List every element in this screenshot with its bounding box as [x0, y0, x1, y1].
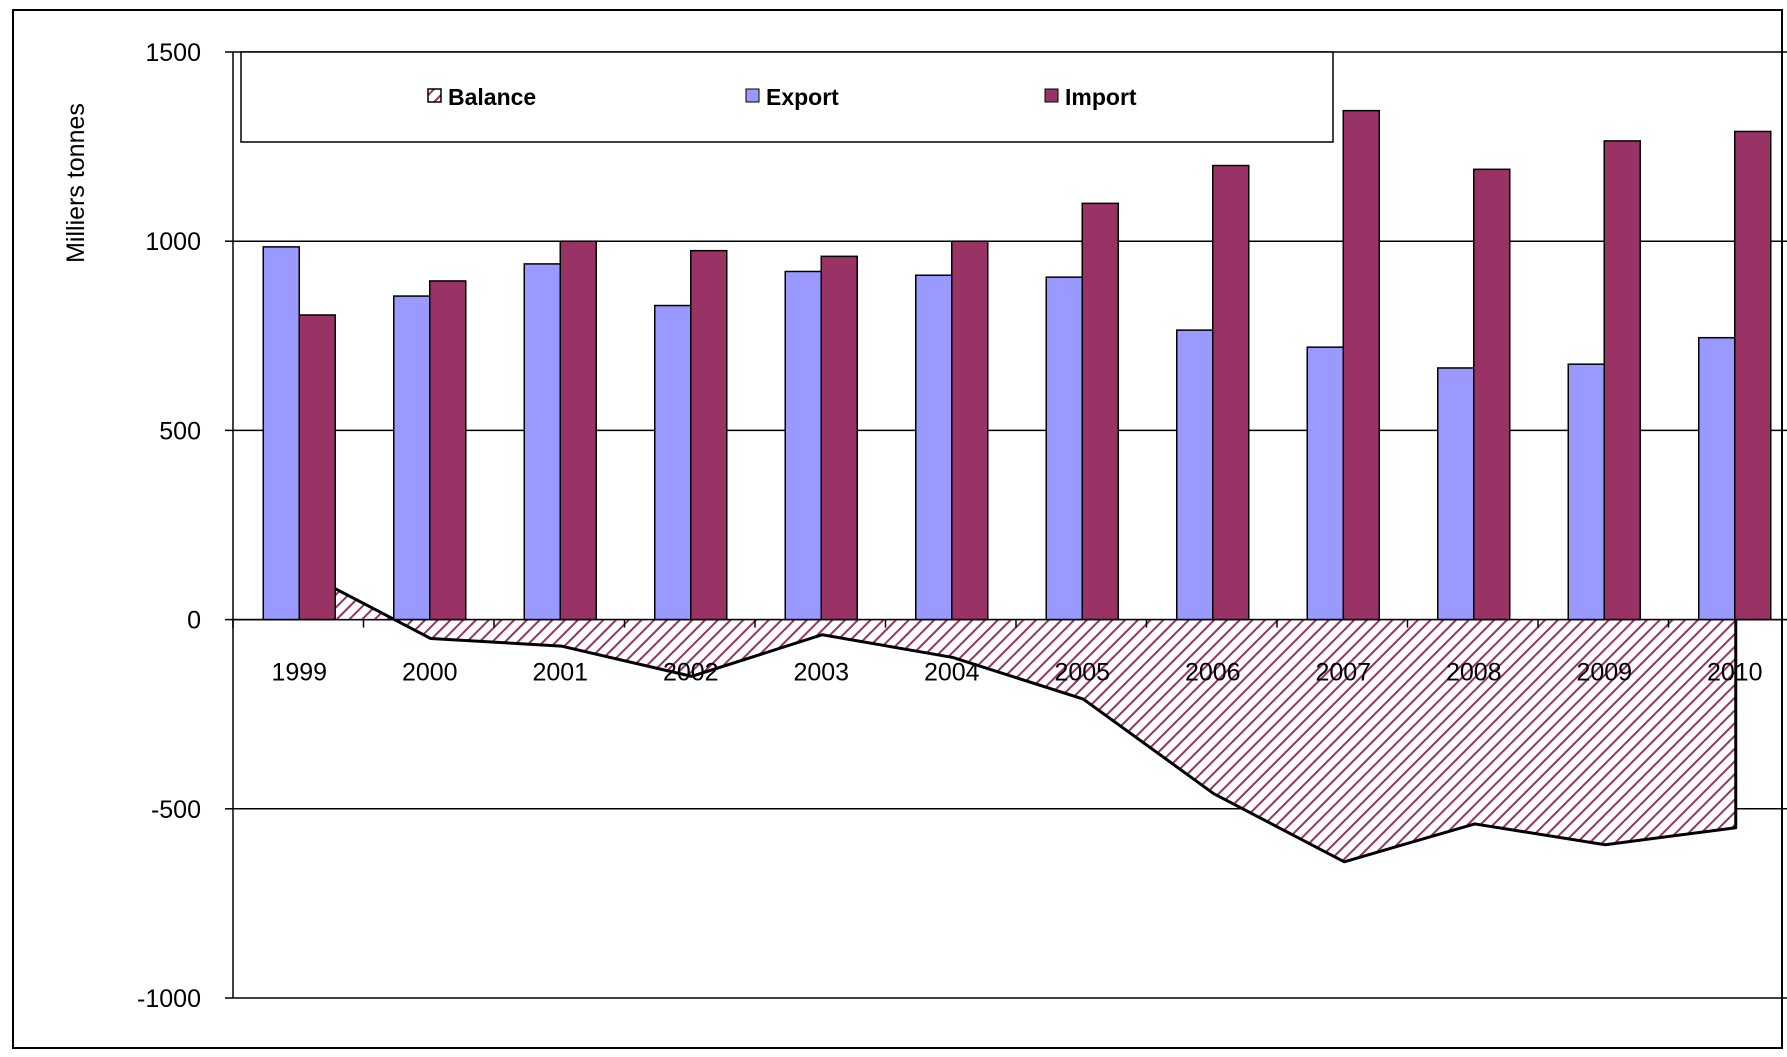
import-bar [1342, 109, 1380, 621]
x-tick-label: 2004 [924, 659, 980, 687]
export-bar [393, 295, 431, 621]
x-tick-label: 2010 [1707, 659, 1763, 687]
y-axis-title: Milliers tonnes [62, 103, 90, 263]
export-bar [654, 304, 692, 621]
x-tick-label: 2008 [1446, 659, 1502, 687]
legend-swatch-export [745, 88, 760, 103]
y-tick-label: 1000 [145, 228, 201, 256]
legend: Balance Export Import [240, 51, 1334, 143]
legend-label-import: Import [1065, 84, 1137, 110]
x-tick-label: 2000 [402, 659, 458, 687]
export-bar [784, 270, 822, 621]
bar-series [262, 109, 1772, 621]
legend-box [240, 51, 1334, 143]
import-bar [1212, 164, 1250, 621]
x-tick-label: 2009 [1576, 659, 1632, 687]
import-bar [690, 249, 728, 621]
x-tick-label: 1999 [271, 659, 327, 687]
import-bar [820, 255, 858, 621]
y-tick-label: 1500 [145, 39, 201, 67]
export-bar [262, 246, 300, 621]
tick-labels: 1500 1000 500 0 -500 -1000 1999 2000 2001 2002 200… [137, 39, 1763, 1013]
axes [225, 51, 1787, 999]
import-bar [1603, 140, 1641, 621]
x-tick-label: 2007 [1315, 659, 1371, 687]
x-tick-label: 2001 [532, 659, 588, 687]
y-tick-label: 500 [159, 417, 201, 445]
export-bar [1306, 346, 1344, 621]
legend-label-balance: Balance [448, 84, 536, 110]
export-bar [523, 263, 561, 621]
balance-area-series [299, 569, 1738, 864]
import-bar [1473, 168, 1511, 621]
export-bar [1437, 367, 1475, 621]
legend-label-export: Export [766, 84, 839, 110]
x-tick-label: 2003 [793, 659, 849, 687]
legend-swatch-balance [427, 88, 442, 103]
balance-area-fill [300, 570, 1736, 862]
export-bar [1698, 336, 1736, 621]
import-bar [1081, 202, 1119, 621]
legend-swatch-import [1044, 88, 1059, 103]
y-tick-label: 0 [187, 607, 201, 635]
balance-line [299, 569, 1738, 864]
export-bar [915, 274, 953, 621]
export-bar [1176, 329, 1214, 621]
import-bar [951, 240, 989, 621]
y-tick-label: -1000 [137, 985, 201, 1013]
import-bar [1734, 130, 1772, 621]
import-bar [429, 280, 467, 621]
x-tick-label: 2002 [663, 659, 719, 687]
x-tick-label: 2006 [1185, 659, 1241, 687]
x-tick-label: 2005 [1054, 659, 1110, 687]
export-bar [1567, 363, 1605, 621]
import-bar [559, 240, 597, 621]
y-tick-label: -500 [151, 796, 201, 824]
export-bar [1045, 276, 1083, 621]
import-bar [298, 314, 336, 621]
